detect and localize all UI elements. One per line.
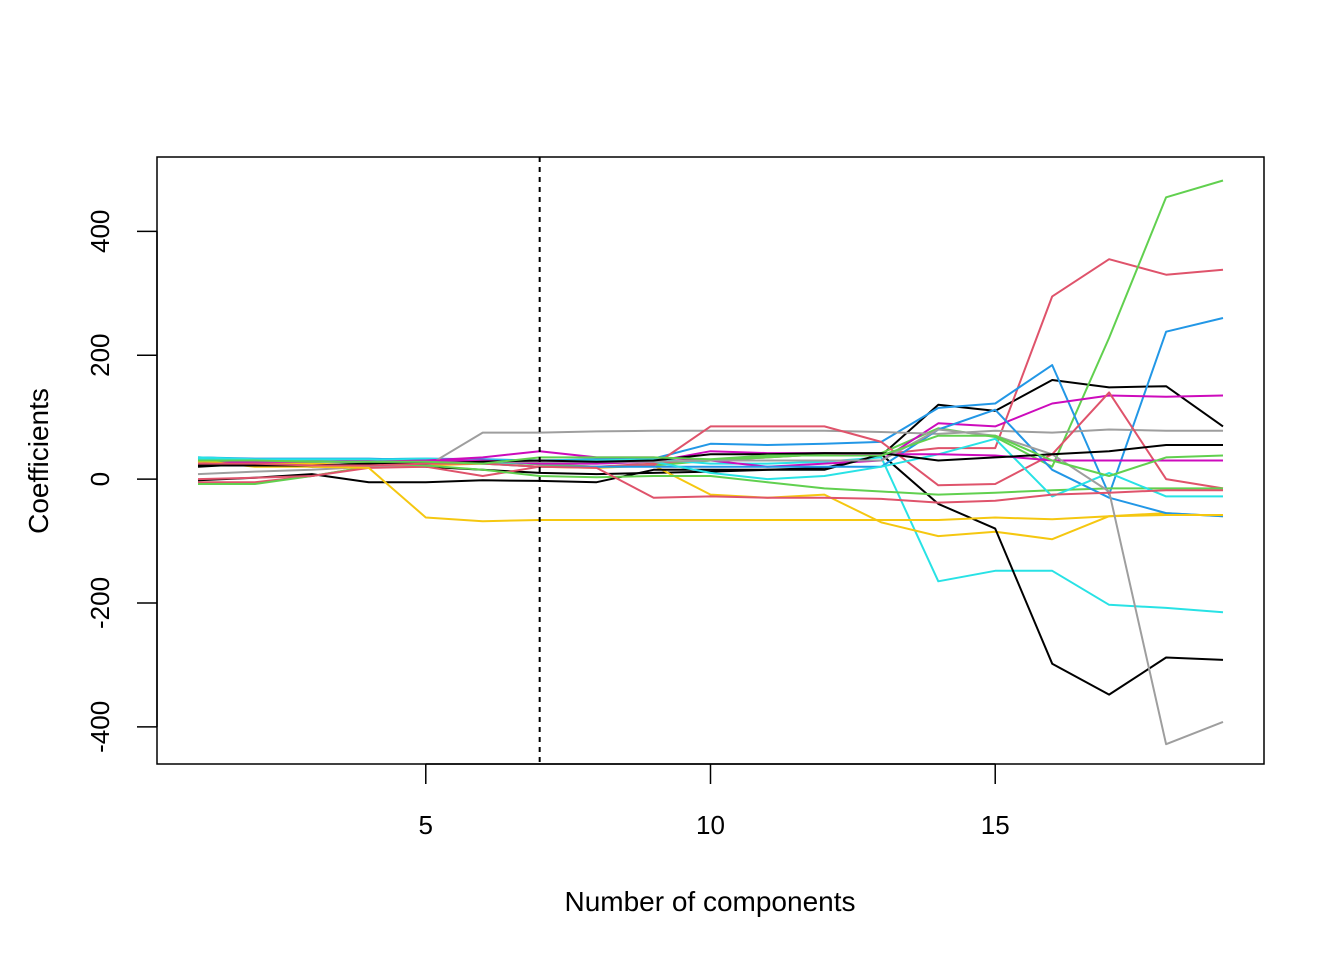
series-layer — [197, 179, 1224, 746]
y-tick-label: -200 — [85, 577, 115, 629]
series-line-19 — [198, 434, 1224, 477]
y-tick-label: 0 — [85, 472, 115, 486]
series-line-9 — [197, 453, 1224, 696]
x-tick-label: 5 — [419, 810, 433, 840]
series-line-15 — [197, 459, 1223, 523]
x-tick-label: 10 — [696, 810, 725, 840]
series-line-18 — [198, 462, 1223, 504]
y-axis: -400 -200 0 200 400 — [85, 210, 158, 753]
x-axis-title: Number of components — [564, 886, 855, 917]
series-line-10 — [197, 391, 1224, 490]
series-line-13 — [197, 437, 1223, 498]
y-axis-title: Coefficients — [23, 388, 54, 534]
series-line-2 — [198, 258, 1224, 484]
y-tick-label: 400 — [85, 210, 115, 253]
y-tick-label: -400 — [85, 701, 115, 753]
series-line-8 — [197, 428, 1223, 476]
y-tick-label: 200 — [85, 334, 115, 377]
series-line-17 — [198, 444, 1223, 467]
series-line-3 — [198, 179, 1224, 485]
x-axis: 5 10 15 — [419, 763, 1010, 840]
x-tick-label: 15 — [981, 810, 1010, 840]
